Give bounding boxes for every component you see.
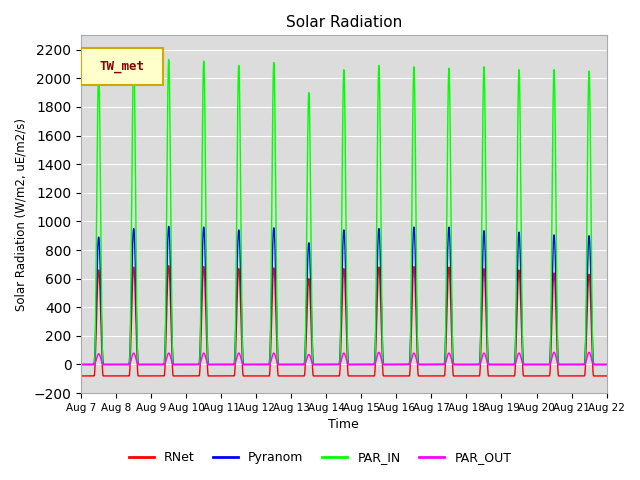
PAR_IN: [77, 361, 85, 367]
PAR_IN: [491, 361, 499, 367]
PAR_IN: [274, 361, 282, 367]
PAR_OUT: [274, 361, 282, 367]
Legend: RNet, Pyranom, PAR_IN, PAR_OUT: RNet, Pyranom, PAR_IN, PAR_OUT: [124, 446, 516, 469]
PAR_IN: [601, 361, 609, 367]
Y-axis label: Solar Radiation (W/m2, uE/m2/s): Solar Radiation (W/m2, uE/m2/s): [15, 118, 28, 311]
RNet: [603, 373, 611, 379]
Pyranom: [165, 224, 173, 229]
PAR_OUT: [491, 361, 499, 367]
PAR_IN: [130, 57, 138, 62]
RNet: [184, 373, 192, 379]
Pyranom: [417, 361, 424, 367]
Pyranom: [274, 356, 282, 361]
Line: Pyranom: Pyranom: [81, 227, 607, 364]
Pyranom: [190, 361, 198, 367]
PAR_OUT: [184, 361, 192, 367]
PAR_OUT: [585, 349, 593, 355]
Line: PAR_OUT: PAR_OUT: [81, 352, 607, 364]
RNet: [274, 371, 282, 376]
PAR_IN: [184, 361, 192, 367]
RNet: [601, 373, 609, 379]
PAR_OUT: [189, 361, 197, 367]
RNet: [190, 373, 198, 379]
PAR_OUT: [77, 361, 85, 367]
Pyranom: [184, 361, 192, 367]
PAR_OUT: [416, 361, 424, 367]
Line: RNet: RNet: [81, 266, 607, 376]
Pyranom: [603, 361, 611, 367]
RNet: [417, 373, 424, 379]
X-axis label: Time: Time: [328, 419, 359, 432]
PAR_IN: [603, 361, 611, 367]
RNet: [77, 373, 85, 379]
PAR_IN: [417, 361, 424, 367]
Title: Solar Radiation: Solar Radiation: [285, 15, 402, 30]
PAR_IN: [190, 361, 198, 367]
Pyranom: [601, 361, 609, 367]
FancyBboxPatch shape: [81, 48, 163, 85]
Text: TW_met: TW_met: [99, 60, 144, 73]
Line: PAR_IN: PAR_IN: [81, 60, 607, 364]
RNet: [165, 263, 173, 269]
PAR_OUT: [601, 361, 609, 367]
RNet: [491, 373, 499, 379]
Pyranom: [77, 361, 85, 367]
PAR_OUT: [603, 361, 611, 367]
Pyranom: [491, 361, 499, 367]
